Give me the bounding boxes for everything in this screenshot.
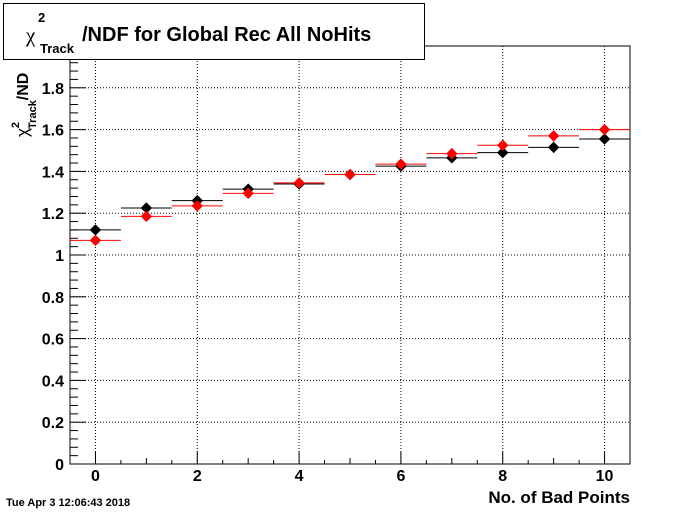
chart-title: /NDF for Global Rec All NoHits (82, 24, 371, 46)
data-point (547, 141, 560, 154)
data-point (191, 200, 203, 212)
data-point (446, 147, 458, 160)
data-point (344, 168, 356, 181)
x-tick-label: 10 (596, 468, 614, 485)
x-tick-label: 8 (498, 468, 507, 485)
data-point (598, 133, 611, 145)
x-tick-label: 0 (91, 468, 100, 485)
title-box: χ 2 Track /NDF for Global Rec All NoHits (3, 3, 425, 60)
data-point (293, 177, 305, 189)
series-0 (70, 133, 630, 236)
x-tick-label: 6 (396, 468, 405, 485)
y-tick-label: 0.8 (42, 290, 64, 307)
y-tick-label: 0.6 (42, 332, 64, 349)
x-tick-label: 4 (295, 468, 304, 485)
data-point (598, 123, 611, 136)
y-tick-label: 0.2 (42, 415, 64, 432)
y-tick-label: 1.6 (42, 123, 64, 140)
y-axis-label-sub: Track (27, 99, 39, 129)
data-point (242, 187, 254, 200)
y-tick-label: 1.4 (42, 164, 64, 181)
y-axis-label-chi: χ (13, 128, 32, 137)
data-point (89, 224, 102, 236)
data-point (497, 146, 509, 159)
data-point (395, 158, 407, 170)
title-chi: χ (25, 23, 36, 47)
y-tick-label: 1.8 (42, 81, 64, 98)
y-tick-label: 1.2 (42, 206, 64, 223)
x-tick-label: 2 (193, 468, 202, 485)
title-sup: 2 (38, 10, 45, 25)
x-axis-label: No. of Bad Points (488, 488, 630, 507)
data-point (547, 130, 560, 142)
y-tick-label: 1 (55, 248, 64, 265)
y-axis-label-sup: 2 (10, 122, 22, 128)
y-tick-label: 0.4 (42, 373, 64, 390)
timestamp: Tue Apr 3 12:06:43 2018 (6, 497, 131, 509)
data-point (497, 139, 509, 151)
y-axis-label: χ2 Track/ND (10, 73, 39, 137)
y-tick-label: 0 (55, 457, 64, 474)
axis-ticks: 0 2 4 6 8 10 0 0.2 0.4 0.6 0.8 1 1.2 1.4 1.6 1.8 (42, 62, 614, 485)
series-group (70, 123, 630, 247)
data-point (140, 210, 153, 223)
title-sub: Track (40, 41, 75, 56)
grid (70, 46, 630, 464)
series-1 (70, 123, 630, 247)
y-axis-label-rest: /ND (15, 73, 32, 101)
data-point (89, 234, 102, 247)
